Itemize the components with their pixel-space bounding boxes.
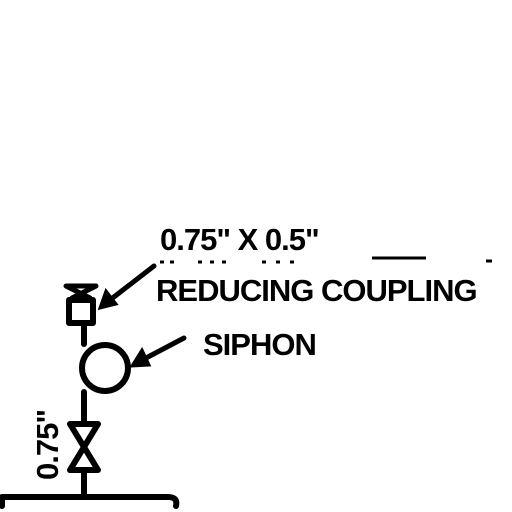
pipe-size-label: 0.75" xyxy=(30,410,65,480)
dashed-remnant-line xyxy=(160,256,492,264)
header-pipe xyxy=(0,494,180,509)
siphon-label: SIPHON xyxy=(203,327,316,362)
siphon-leader-arrow xyxy=(129,335,187,368)
coupling-size-label: 0.75" X 0.5" xyxy=(160,222,319,257)
coupling-name-label: REDUCING COUPLING xyxy=(156,273,477,308)
siphon-icon xyxy=(79,342,131,394)
isolation-valve-icon xyxy=(67,421,101,473)
coupling-leader-arrow xyxy=(97,263,157,311)
reducing-coupling-icon xyxy=(63,283,99,326)
